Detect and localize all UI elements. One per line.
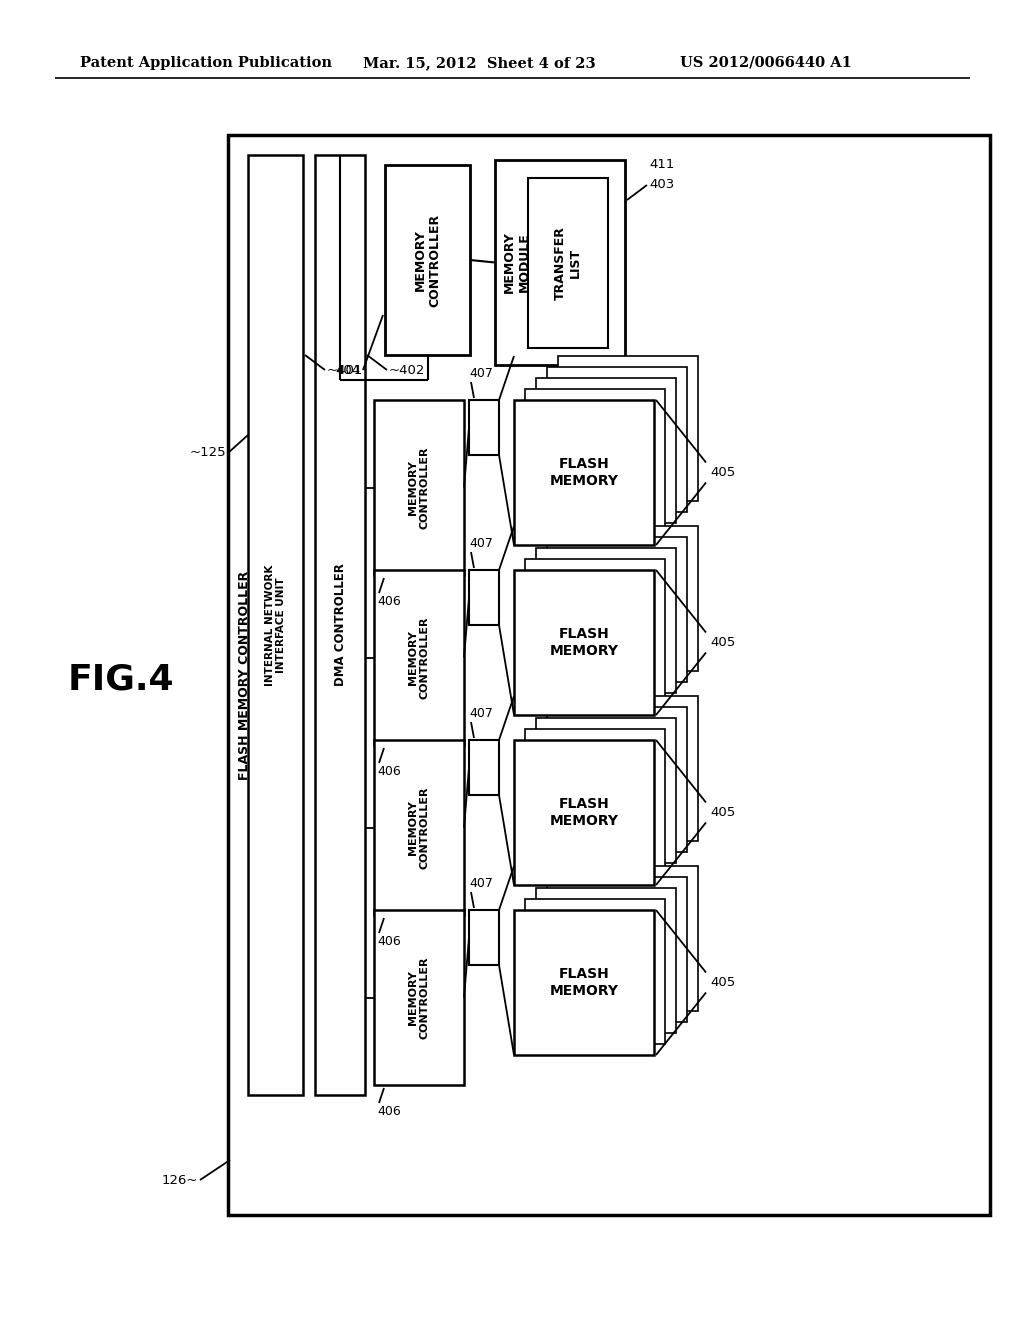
Text: FIG.4: FIG.4 [68,663,175,697]
Text: 404: 404 [336,363,361,376]
Text: 405: 405 [710,975,735,989]
Bar [374,570,464,744]
Bar [374,909,464,1085]
Text: MEMORY
CONTROLLER: MEMORY CONTROLLER [409,616,430,698]
Text: MEMORY
CONTROLLER: MEMORY CONTROLLER [409,787,430,869]
Text: Patent Application Publication: Patent Application Publication [80,55,332,70]
Bar [374,741,464,915]
Text: MEMORY
MODULE: MEMORY MODULE [503,231,531,293]
Bar [547,367,687,512]
Bar [525,899,665,1044]
Text: US 2012/0066440 A1: US 2012/0066440 A1 [680,55,852,70]
Bar [536,718,676,863]
Text: 406: 406 [377,766,400,777]
Bar [228,135,990,1214]
Text: FLASH
MEMORY: FLASH MEMORY [550,968,618,998]
Text: ~402: ~402 [389,363,425,376]
Bar [558,866,698,1011]
Text: INTERNAL NETWORK
INTERFACE UNIT: INTERNAL NETWORK INTERFACE UNIT [264,565,287,685]
Text: FLASH MEMORY CONTROLLER: FLASH MEMORY CONTROLLER [238,570,251,780]
Bar [374,400,464,576]
Text: 403: 403 [649,178,674,191]
Bar [528,178,608,348]
Bar [248,154,303,1096]
Text: DMA CONTROLLER: DMA CONTROLLER [334,564,346,686]
Text: 126~: 126~ [162,1173,198,1187]
Text: 406: 406 [377,1105,400,1118]
Text: ~401: ~401 [327,363,364,376]
Bar [536,888,676,1034]
Bar [536,548,676,693]
Text: MEMORY
CONTROLLER: MEMORY CONTROLLER [414,214,441,306]
Text: 406: 406 [377,595,400,609]
Bar [525,389,665,535]
Bar [469,400,499,455]
Bar [469,909,499,965]
Bar [558,356,698,502]
Text: MEMORY
CONTROLLER: MEMORY CONTROLLER [409,446,430,529]
Bar [469,570,499,624]
Bar [514,909,654,1055]
Bar [514,400,654,545]
Text: 407: 407 [469,876,493,890]
Bar [514,741,654,884]
Bar [525,558,665,704]
Text: 411: 411 [649,158,675,172]
Text: 405: 405 [710,807,735,818]
Text: 405: 405 [710,466,735,479]
Text: FLASH
MEMORY: FLASH MEMORY [550,458,618,487]
Text: 407: 407 [469,367,493,380]
Text: MEMORY
CONTROLLER: MEMORY CONTROLLER [409,956,430,1039]
Bar [385,165,470,355]
Bar [547,876,687,1022]
Bar [547,537,687,682]
Bar [558,696,698,841]
Bar [469,741,499,795]
Bar [525,729,665,874]
Bar [315,154,365,1096]
Text: FLASH
MEMORY: FLASH MEMORY [550,797,618,828]
Text: 405: 405 [710,636,735,649]
Text: 406: 406 [377,935,400,948]
Text: ~125: ~125 [189,446,226,459]
Text: 407: 407 [469,537,493,550]
Text: 407: 407 [469,708,493,719]
Bar [536,378,676,523]
Text: Mar. 15, 2012  Sheet 4 of 23: Mar. 15, 2012 Sheet 4 of 23 [362,55,596,70]
Text: FLASH
MEMORY: FLASH MEMORY [550,627,618,657]
Bar [547,708,687,851]
Text: TRANSFER
LIST: TRANSFER LIST [554,226,582,300]
Bar [558,525,698,671]
Bar [514,570,654,715]
Bar [495,160,625,366]
